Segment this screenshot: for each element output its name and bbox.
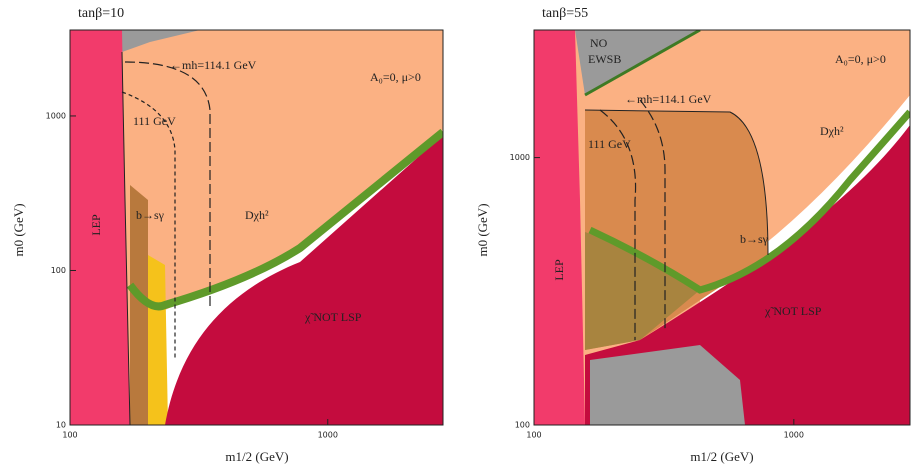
bsg-region xyxy=(130,185,148,425)
y-tick-label: 10 xyxy=(56,421,66,430)
x-tick-label: 100 xyxy=(62,431,77,440)
annotation: ←mh=114.1 GeV xyxy=(625,92,712,106)
no-ewsb-region xyxy=(122,30,200,52)
panel-left xyxy=(70,30,443,425)
x-tick-label: 1000 xyxy=(784,431,804,440)
x-tick-label: 1000 xyxy=(318,431,338,440)
annotation: LEP xyxy=(552,259,566,281)
annotation: LEP xyxy=(89,214,103,236)
y-tick-label: 1000 xyxy=(46,111,66,120)
stau-lsp-region xyxy=(165,135,443,425)
y-axis-label: m0 (GeV) xyxy=(475,203,490,256)
chart-title: tanβ=55 xyxy=(542,6,588,21)
gray-region xyxy=(590,345,745,425)
lep-region xyxy=(534,30,585,425)
panel-right xyxy=(534,30,910,425)
x-tick-label: 100 xyxy=(526,431,541,440)
x-axis-label: m1/2 (GeV) xyxy=(690,449,753,464)
yellow-region xyxy=(148,255,168,425)
chart-title: tanβ=10 xyxy=(78,6,124,21)
annotation: b→sγ xyxy=(740,232,769,246)
ewsb-edge xyxy=(584,30,701,97)
annotation: EWSB xyxy=(588,52,621,66)
y-tick-label: 1000 xyxy=(510,153,530,162)
y-axis-label: m0 (GeV) xyxy=(11,203,26,256)
lep-boundary xyxy=(121,51,131,425)
relic-band xyxy=(588,109,910,294)
bsg-dark-region xyxy=(585,232,700,350)
annotation: Dχh² xyxy=(245,208,269,222)
annotation: 111 GeV xyxy=(133,114,176,128)
frame-right xyxy=(533,29,911,426)
annotation: ←mh=114.1 GeV xyxy=(170,58,257,72)
y-tick-label: 100 xyxy=(515,421,530,430)
mh-114-contour xyxy=(124,61,211,310)
bsg-boundary xyxy=(584,109,769,256)
lep-region xyxy=(70,30,130,425)
relic-band xyxy=(126,128,443,311)
frame-left xyxy=(69,29,444,426)
annotation: Dχh² xyxy=(820,124,844,138)
x-axis-label: m1/2 (GeV) xyxy=(225,449,288,464)
annotation: χ̃ NOT LSP xyxy=(304,310,362,324)
mh-111-contour xyxy=(121,91,176,360)
y-tick-label: 100 xyxy=(51,266,66,275)
annotation: χ̃ NOT LSP xyxy=(764,304,822,318)
annotation: A₀=0, μ>0 xyxy=(370,70,421,84)
annotation: b→sγ xyxy=(136,208,165,222)
annotation: A₀=0, μ>0 xyxy=(835,52,886,66)
mh-114-contour xyxy=(639,99,666,330)
annotation: NO xyxy=(590,36,608,50)
annotation: 111 GeV xyxy=(588,137,631,151)
